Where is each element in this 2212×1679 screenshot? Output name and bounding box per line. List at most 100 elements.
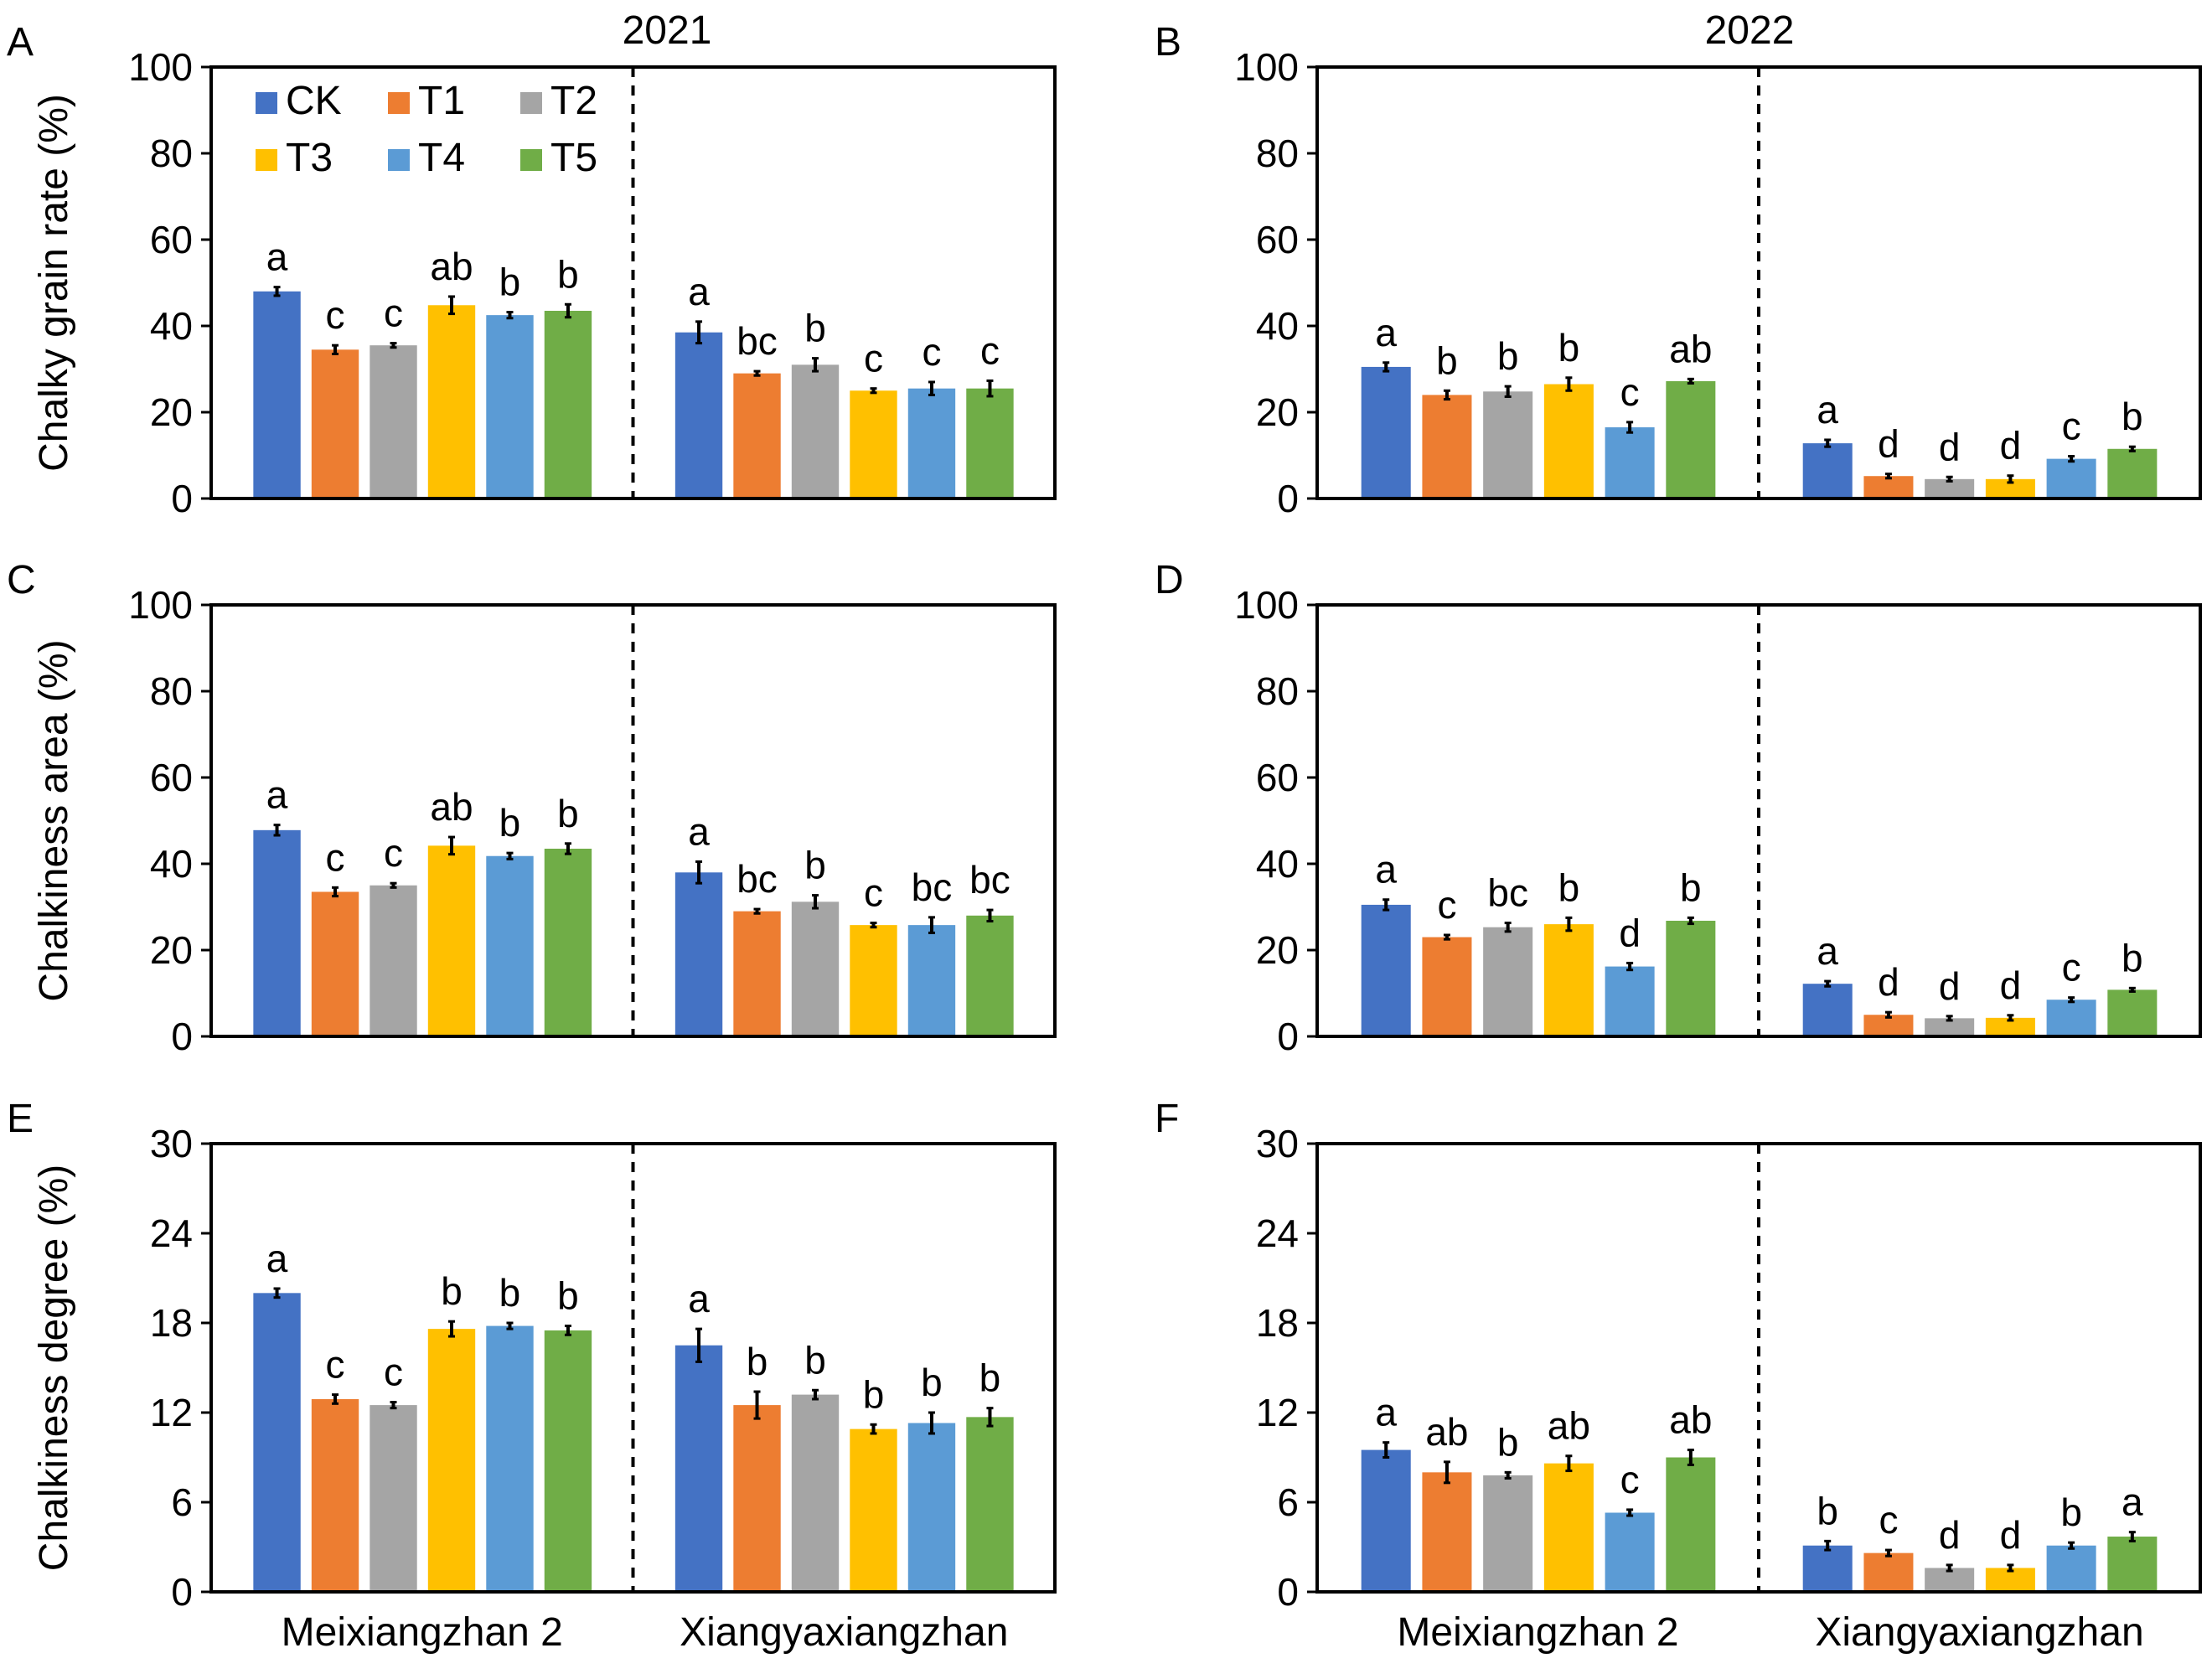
bar-t2 <box>791 364 840 499</box>
bar-t5 <box>1666 920 1716 1036</box>
significance-letter: c <box>922 330 941 374</box>
significance-letter: b <box>499 261 521 304</box>
bar-t2 <box>370 1405 417 1592</box>
y-tick-label: 20 <box>1256 390 1299 434</box>
significance-letter: d <box>1939 425 1961 468</box>
bar-t1 <box>1863 1552 1914 1592</box>
plot-frame <box>1315 1142 2202 1594</box>
significance-letter: d <box>1619 911 1641 954</box>
significance-letter: b <box>1558 326 1580 369</box>
y-axis-label: Chalky grain rate (%) <box>32 94 76 472</box>
significance-letter: ab <box>1669 1398 1712 1442</box>
panel-letter: A <box>7 20 34 65</box>
significance-letter: c <box>384 831 403 875</box>
bar-t1 <box>311 1398 359 1592</box>
legend-swatch-t4 <box>388 149 410 171</box>
significance-letter: b <box>863 1372 885 1416</box>
significance-letter: bc <box>1487 871 1528 915</box>
bar-ck <box>674 1345 723 1592</box>
significance-letter: d <box>1878 960 1899 1004</box>
bar-t2 <box>1925 1018 1975 1036</box>
bar-t3 <box>1985 478 2035 499</box>
y-tick-label: 60 <box>150 756 193 799</box>
bar-ck <box>253 829 301 1036</box>
y-tick-label: 80 <box>1256 132 1299 175</box>
plot-frame <box>209 603 1057 1038</box>
bar-t1 <box>1863 476 1914 499</box>
y-tick-label: 100 <box>128 583 193 627</box>
y-tick-label: 100 <box>1234 583 1299 627</box>
legend-swatch-t1 <box>388 92 410 114</box>
legend-swatch-ck <box>256 92 277 114</box>
legend-swatch-t3 <box>256 149 277 171</box>
y-tick-label: 80 <box>150 132 193 175</box>
significance-letter: c <box>326 293 345 337</box>
y-tick-label: 30 <box>150 1122 193 1165</box>
significance-letter: ab <box>1548 1404 1590 1448</box>
bar-t4 <box>2046 1545 2096 1592</box>
significance-letter: d <box>2000 1513 2022 1557</box>
significance-letter: a <box>266 235 288 279</box>
y-tick-label: 6 <box>171 1480 193 1524</box>
legend-label-t4: T4 <box>418 136 465 180</box>
panel-letter: E <box>7 1097 34 1141</box>
y-tick-label: 0 <box>1277 1015 1299 1058</box>
bar-t3 <box>427 1329 476 1592</box>
y-tick-label: 0 <box>171 1570 193 1614</box>
bar-t2 <box>370 885 417 1036</box>
significance-letter: c <box>1620 370 1640 414</box>
y-tick-label: 80 <box>1256 669 1299 713</box>
bar-ck <box>1802 984 1853 1036</box>
y-tick-label: 6 <box>1277 1480 1299 1524</box>
legend-label-ck: CK <box>286 79 342 123</box>
significance-letter: d <box>1939 964 1961 1008</box>
bar-t1 <box>311 891 359 1036</box>
significance-letter: b <box>804 844 826 887</box>
significance-letter: b <box>804 307 826 350</box>
bar-t5 <box>966 915 1014 1036</box>
bar-t3 <box>850 1428 897 1592</box>
y-axis-label: Chalkiness degree (%) <box>32 1165 76 1572</box>
significance-letter: c <box>864 871 883 915</box>
significance-letter: bc <box>912 865 953 909</box>
bar-t3 <box>850 390 897 499</box>
significance-letter: c <box>384 1351 403 1394</box>
bar-t5 <box>544 1330 592 1592</box>
significance-letter: a <box>1375 311 1397 354</box>
significance-letter: b <box>1817 1489 1838 1532</box>
panel-letter: D <box>1155 558 1184 602</box>
year-label-2021: 2021 <box>623 8 712 53</box>
significance-letter: bc <box>736 319 778 363</box>
bar-ck <box>674 872 723 1036</box>
y-tick-label: 12 <box>150 1391 193 1434</box>
bar-ck <box>1361 366 1411 499</box>
significance-letter: b <box>2060 1490 2082 1534</box>
bar-t1 <box>1422 937 1472 1036</box>
bar-t5 <box>966 388 1014 499</box>
y-tick-label: 60 <box>1256 756 1299 799</box>
significance-letter: ab <box>1669 327 1712 370</box>
significance-letter: c <box>326 1343 345 1387</box>
y-tick-label: 40 <box>1256 304 1299 348</box>
bar-t4 <box>1605 427 1655 499</box>
y-tick-label: 40 <box>1256 842 1299 886</box>
bar-t3 <box>1543 384 1594 499</box>
bar-t2 <box>791 901 840 1036</box>
significance-letter: a <box>1375 1391 1397 1434</box>
plot-frame <box>1315 603 2202 1038</box>
legend-label-t2: T2 <box>550 79 597 123</box>
bar-ck <box>1802 1545 1853 1592</box>
bar-t2 <box>370 345 417 499</box>
bar-ck <box>253 291 301 499</box>
bar-t4 <box>2046 1000 2096 1036</box>
bar-t1 <box>1422 1472 1472 1592</box>
significance-letter: b <box>921 1361 943 1404</box>
significance-letter: a <box>266 1237 288 1280</box>
y-tick-label: 12 <box>1256 1391 1299 1434</box>
bar-t2 <box>1483 927 1533 1036</box>
